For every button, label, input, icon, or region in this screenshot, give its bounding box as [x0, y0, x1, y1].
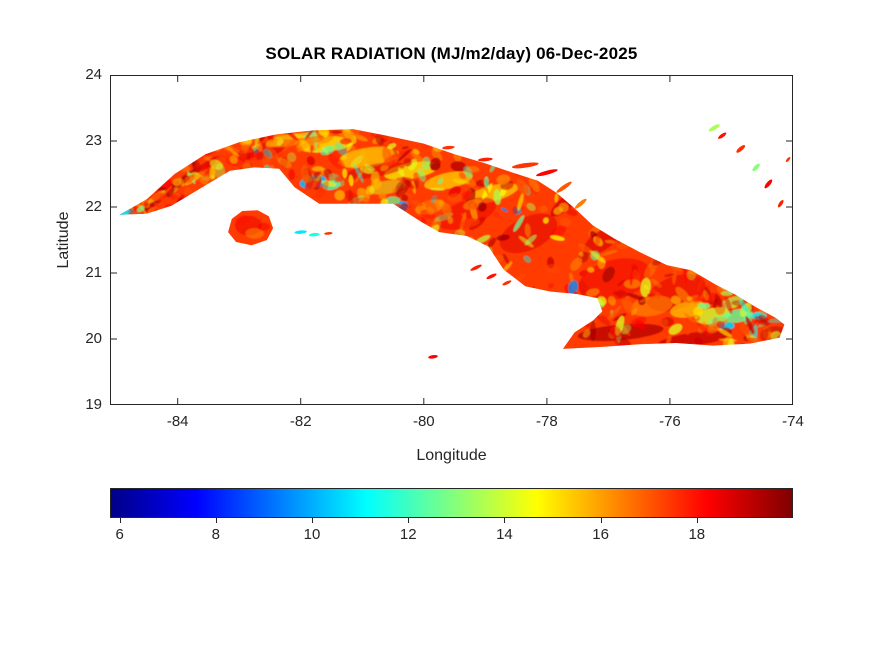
colorbar-tick-label: 12 [399, 526, 417, 543]
y-tick-label: 21 [85, 264, 102, 281]
plot-area [110, 75, 793, 405]
colorbar-tick [119, 518, 121, 523]
cuba-radiation-map [110, 75, 793, 405]
colorbar-tick [408, 518, 410, 523]
colorbar-tick [312, 518, 313, 523]
figure-title: SOLAR RADIATION (MJ/m2/day) 06-Dec-2025 [265, 44, 638, 63]
colorbar-tick-label: 16 [592, 526, 609, 543]
y-tick-label: 24 [85, 66, 102, 83]
x-tick-label: -76 [659, 413, 681, 430]
x-tick-label: -74 [782, 413, 804, 430]
colorbar-tick-label: 18 [688, 526, 706, 543]
y-tick-label: 22 [85, 198, 102, 215]
x-tick-label: -82 [289, 413, 312, 430]
colorbar-tick-label: 6 [115, 526, 124, 543]
x-tick-label: -78 [536, 413, 558, 430]
x-tick-label: -80 [412, 413, 435, 430]
colorbar-tick [504, 518, 506, 523]
y-tick-label: 20 [85, 330, 102, 347]
x-axis-label: Longitude [416, 447, 487, 464]
y-axis-label: Latitude [55, 211, 72, 269]
y-tick-label: 19 [85, 396, 102, 413]
colorbar-tick-label: 10 [303, 526, 321, 543]
colorbar-tick [600, 518, 602, 523]
colorbar [110, 488, 793, 518]
colorbar-tick [215, 518, 217, 523]
colorbar-tick-label: 14 [496, 526, 513, 543]
colorbar-tick-label: 8 [211, 526, 220, 543]
x-tick-label: -84 [166, 413, 189, 430]
colorbar-tick [696, 518, 698, 523]
y-tick-label: 23 [85, 132, 102, 149]
